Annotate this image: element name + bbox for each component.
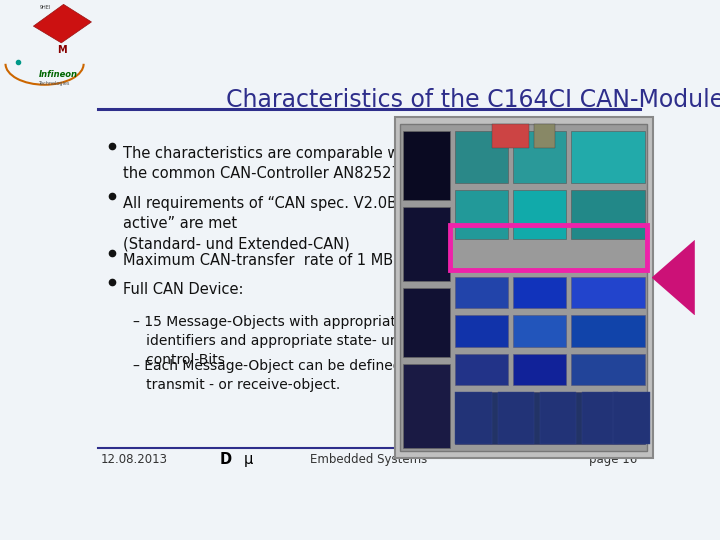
Bar	[450, 225, 647, 270]
Bar	[456, 190, 508, 239]
Text: D: D	[220, 453, 232, 467]
Bar	[498, 392, 534, 444]
Bar	[456, 315, 508, 347]
Bar	[403, 207, 450, 281]
Text: Characteristics of the C164CI CAN-Module: Characteristics of the C164CI CAN-Module	[225, 88, 720, 112]
Bar	[513, 131, 566, 183]
Text: 12.08.2013: 12.08.2013	[101, 453, 168, 465]
Polygon shape	[652, 240, 695, 315]
Text: page 16: page 16	[589, 453, 637, 465]
Bar	[513, 354, 566, 385]
Bar	[571, 190, 644, 239]
Bar	[492, 124, 529, 148]
Bar	[539, 392, 577, 444]
Bar	[613, 392, 650, 444]
Text: Infineon: Infineon	[38, 70, 78, 79]
Text: The characteristics are comparable with
the common CAN-Controller AN82527: The characteristics are comparable with …	[122, 146, 418, 181]
Text: M: M	[58, 45, 67, 55]
Polygon shape	[33, 4, 91, 43]
Bar	[571, 277, 644, 308]
Bar	[513, 277, 566, 308]
Bar	[456, 392, 492, 444]
Text: 9HEI: 9HEI	[40, 5, 51, 10]
Bar	[456, 354, 508, 385]
Bar	[403, 364, 450, 448]
Bar	[571, 131, 644, 183]
Text: – 15 Message-Objects with appropriate
   identifiers and appropriate state- und
: – 15 Message-Objects with appropriate id…	[132, 315, 407, 367]
Bar	[582, 392, 618, 444]
Bar	[534, 124, 555, 148]
Bar	[571, 315, 644, 347]
Text: Maximum CAN-transfer  rate of 1 MBit/s: Maximum CAN-transfer rate of 1 MBit/s	[122, 253, 415, 268]
Text: Full CAN Device:: Full CAN Device:	[122, 282, 243, 297]
Text: Embedded Systems: Embedded Systems	[310, 453, 428, 465]
Text: Technologies: Technologies	[38, 82, 69, 86]
Bar	[456, 131, 508, 183]
Text: All requirements of “CAN spec. V2.0B
active” are met
(Standard- und Extended-CAN: All requirements of “CAN spec. V2.0B act…	[122, 195, 397, 252]
Bar	[403, 287, 450, 357]
Bar	[513, 190, 566, 239]
Bar	[571, 354, 644, 385]
Text: – Each Message-Object can be defined as
   transmit - or receive-object.: – Each Message-Object can be defined as …	[132, 359, 421, 392]
Bar	[456, 392, 644, 444]
Bar	[513, 315, 566, 347]
Bar	[403, 131, 450, 200]
Text: μ: μ	[244, 453, 253, 467]
Bar	[456, 277, 508, 308]
